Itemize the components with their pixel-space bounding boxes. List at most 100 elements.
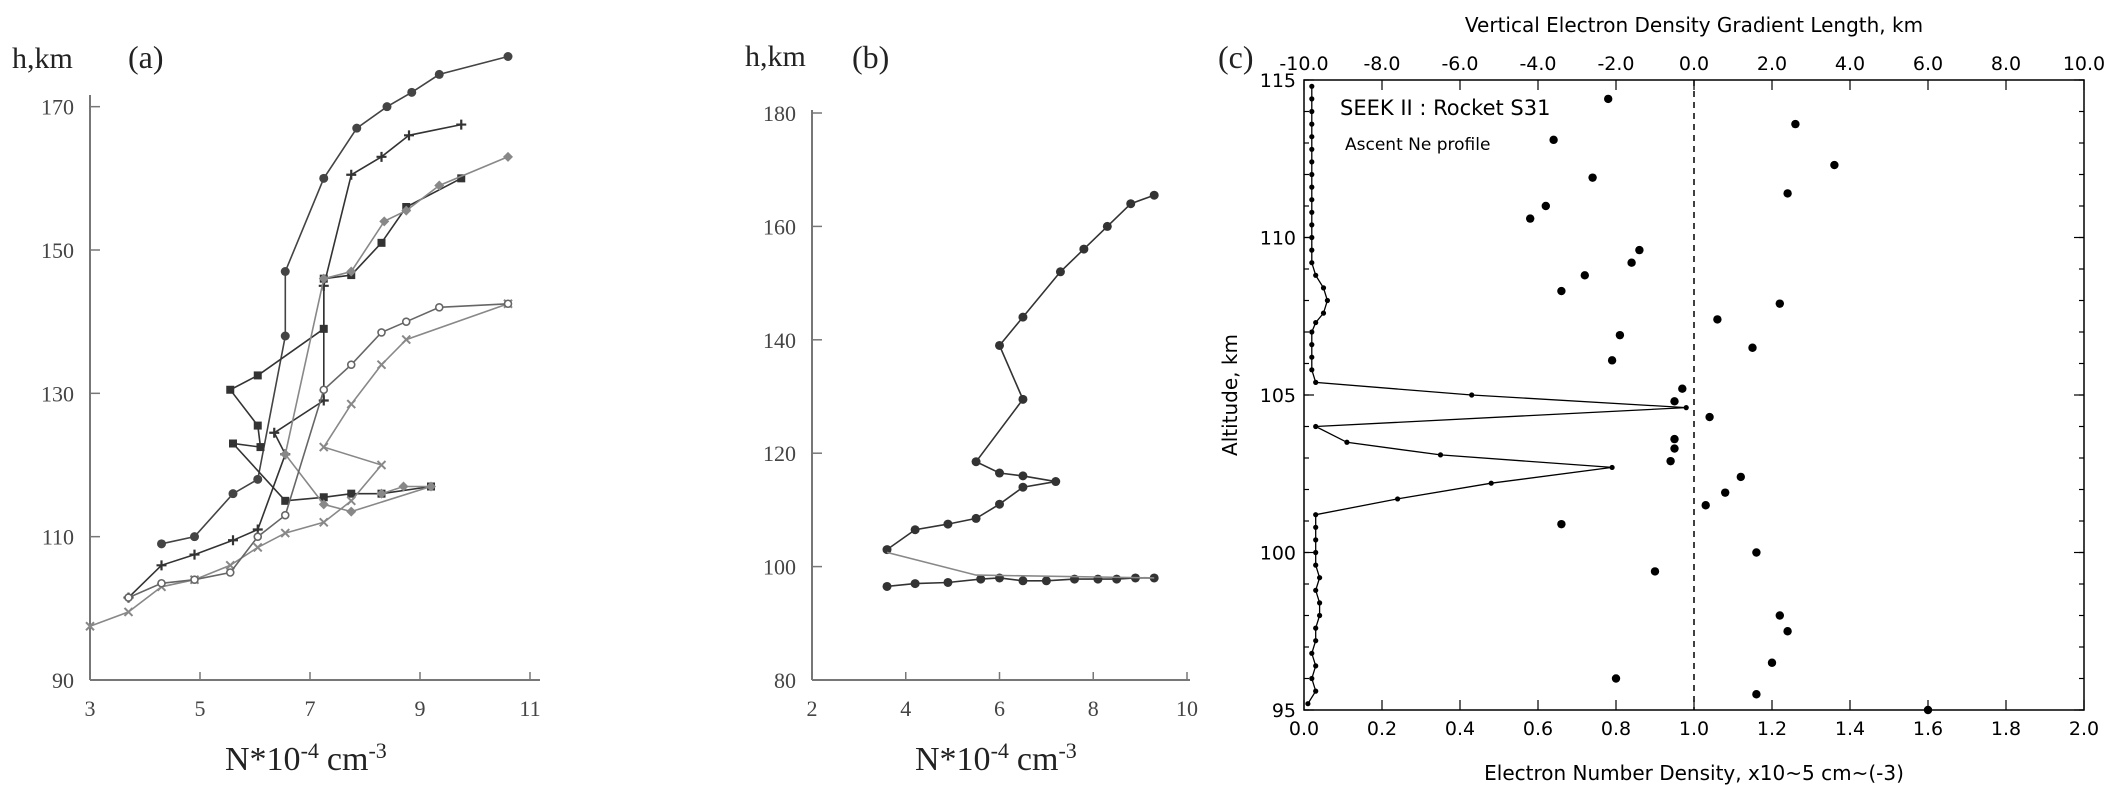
panel-a-series-4-point <box>401 334 411 345</box>
panel-c-profile-point <box>1313 688 1319 694</box>
panel-c-profile-point <box>1683 405 1689 411</box>
panel-c-profile-point <box>1320 310 1327 316</box>
panel-c-profile-point <box>1317 575 1323 581</box>
panel-c-profile-point <box>1313 319 1319 326</box>
panel-a-series-2-point <box>319 493 328 502</box>
panel-c-x-tick-label: 1.0 <box>1679 718 1709 740</box>
panel-b-y-tick-label: 100 <box>763 555 796 580</box>
panel-a-series-0-point <box>382 102 392 112</box>
panel-c-profile-point <box>1309 134 1315 140</box>
panel-c-gradient-point <box>1615 330 1625 340</box>
panel-a-series-0-point <box>352 123 362 133</box>
panel-a-series-0-point <box>157 539 166 549</box>
panel-b-series-0-point <box>1018 576 1028 586</box>
panel-a-series-2-point <box>253 421 262 430</box>
panel-c-xlabel: Electron Number Density, x10~5 cm~(-3) <box>1484 761 1904 785</box>
panel-c-y-tick-label: 115 <box>1260 70 1296 92</box>
panel-a-series-3-point <box>398 481 409 492</box>
panel-c-gradient-point <box>1557 286 1566 296</box>
panel-a-series-4-point <box>85 621 95 631</box>
panel-a-series-1-point <box>269 427 280 438</box>
panel-a-series-4-point <box>346 496 356 506</box>
panel-c-gradient-point <box>1607 356 1617 365</box>
panel-c-x-tick-label: 1.6 <box>1913 718 1943 740</box>
panel-c-profile-point <box>1313 625 1319 631</box>
panel-c-annotation-rocket: SEEK II : Rocket S31 <box>1340 96 1550 120</box>
panel-c-top-title: Vertical Electron Density Gradient Lengt… <box>1465 13 1923 37</box>
panel-a-series-2-point <box>319 324 328 333</box>
panel-b-series-0 <box>882 573 1159 591</box>
panel-c-x-tick-label: 0.6 <box>1523 718 1553 740</box>
panel-c-gradient-point <box>1678 384 1687 393</box>
panel-c-gradient-point <box>1923 705 1933 715</box>
panel-c-profile-point <box>1313 512 1319 518</box>
panel-c-profile-point <box>1324 297 1330 304</box>
panel-a-series-5-point <box>346 360 356 369</box>
panel-b-ylabel: h,km <box>745 40 806 73</box>
panel-a-y-tick-label: 130 <box>41 381 74 406</box>
panel-a-x-tick-label: 11 <box>519 696 540 721</box>
panel-c-top-tick-label: 4.0 <box>1835 53 1865 75</box>
panel-a-ylabel: h,km <box>12 42 73 75</box>
panel-a-series-3-point <box>376 488 387 499</box>
panel-b-series-2-line <box>886 551 1155 579</box>
panel-c-profile-point <box>1313 587 1319 593</box>
panel-c-gradient-point <box>1611 674 1621 683</box>
panel-a-series-4-point <box>319 517 329 528</box>
panel-a-series-1-point <box>376 151 387 162</box>
panel-c-profile-point <box>1309 367 1315 373</box>
panel-c-gradient-point <box>1752 548 1761 557</box>
panel-b-series-1-point <box>1079 244 1089 254</box>
panel-c-profile-point <box>1309 247 1315 253</box>
panel-a-series-3-point <box>318 499 329 510</box>
panel-a-series-4-point <box>319 442 329 452</box>
panel-a-series-1-point <box>156 560 167 571</box>
panel-a-series-1-point <box>404 130 414 141</box>
panel-c-frame <box>1303 79 2085 711</box>
panel-b-ticks: 80 100 120 140 160 180 2 4 6 8 10 <box>763 101 1198 721</box>
panel-c-gradient-point <box>1580 271 1590 280</box>
panel-c-gradient-point <box>1666 456 1675 466</box>
panel-c-profile-point <box>1344 439 1350 445</box>
panel-a-series-4-point <box>123 607 134 617</box>
panel-a-series-0-point <box>190 532 199 542</box>
panel-b-series-1-point <box>971 457 981 467</box>
panel-c-profile-point <box>1313 423 1319 430</box>
panel-c-y-tick-label: 100 <box>1260 543 1296 565</box>
panel-b-y-tick-label: 140 <box>763 328 796 353</box>
panel-c-profile-point <box>1309 96 1315 102</box>
panel-b-series-1-point <box>1051 477 1061 487</box>
panel-b-series-1-point <box>1055 267 1065 277</box>
panel-c-gradient-point <box>1650 567 1660 576</box>
panel-c: (c) 0.0 0.2 0.4 0.6 0.8 1.0 1.2 1.4 1.6 1.8 2.0 -10… <box>1218 13 2105 785</box>
panel-c-profile-point <box>1309 121 1315 127</box>
panel-a-series-3-line <box>284 156 509 513</box>
panel-b-series-0-point <box>976 574 986 584</box>
panel-a-series-3-point <box>503 151 513 162</box>
panel-a-series-4-point <box>376 460 387 470</box>
panel-b-xlabel: N*10-4 cm-3 <box>915 738 1077 778</box>
panel-b-x-tick-label: 10 <box>1176 696 1198 721</box>
panel-a-series-0-point <box>228 489 238 499</box>
panel-a-series-5-point <box>124 593 133 602</box>
panel-c-profile-point <box>1309 83 1315 89</box>
panel-a-series-0-point <box>503 52 513 61</box>
panel-b-label: (b) <box>852 39 889 75</box>
panel-c-gradient-point <box>1557 519 1566 529</box>
panel-c-x-tick-label: 2.0 <box>2069 718 2099 740</box>
panel-b-series-1-point <box>1018 471 1028 481</box>
panel-a-series-2-point <box>253 371 262 380</box>
panel-c-profile-point <box>1313 549 1319 556</box>
panel-a-series-3-point <box>346 506 357 517</box>
panel-b-y-tick-label: 160 <box>763 214 796 239</box>
panel-a-series-2-line <box>229 177 462 502</box>
panel-c-profile-point <box>1309 675 1315 682</box>
panel-c-profile-point <box>1309 146 1315 152</box>
panel-a-x-tick-label: 3 <box>85 696 96 721</box>
panel-c-gradient-point <box>1588 173 1597 182</box>
panel-a-x-tick-label: 7 <box>305 696 316 721</box>
panel-a-y-tick-label: 90 <box>52 668 74 693</box>
panel-c-profile-point <box>1609 464 1615 471</box>
panel-a-series-4-point <box>253 542 263 553</box>
panel-b-series-1-point <box>1102 221 1112 231</box>
